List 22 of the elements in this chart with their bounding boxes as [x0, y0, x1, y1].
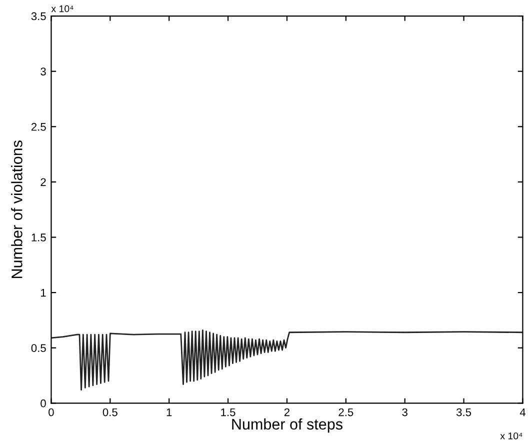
y-tick-label: 3.5 [31, 12, 46, 20]
x-tick-label: 2 [284, 408, 290, 416]
x-tick-label: 1 [166, 408, 172, 416]
y-tick-label: 1.5 [32, 234, 46, 242]
x-axis-title: Number of steps [232, 418, 342, 433]
x-tick-label: 2.5 [338, 408, 354, 416]
text: x 10⁴ [500, 432, 522, 440]
text: x 10⁴ [51, 5, 74, 12]
x-tick-label: 0 [48, 408, 54, 416]
x-tick-label: 3.5 [456, 408, 472, 416]
x-tick-label: 1.5 [221, 408, 236, 416]
y-tick-label: 2 [40, 178, 46, 186]
x-tick-label: 4 [520, 408, 526, 416]
x-tick-label: 3 [402, 408, 408, 416]
y-tick-label: 0.5 [31, 344, 46, 352]
y-tick-label: 3 [40, 68, 46, 76]
y-tick-label: 2.5 [31, 122, 46, 131]
line-series [51, 329, 523, 391]
y-tick-label: 0 [40, 399, 46, 408]
y-tick-label: 1 [41, 288, 46, 297]
x-tick-label: 0.5 [102, 408, 118, 416]
y-axis-title: Number of violations [11, 140, 22, 278]
